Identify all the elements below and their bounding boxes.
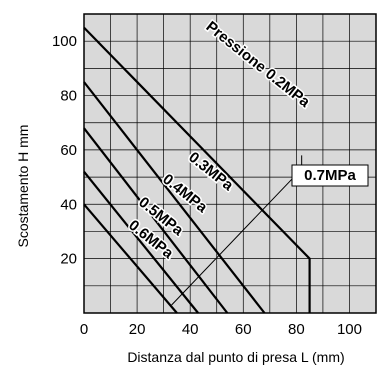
x-tick-labels: 0 20 40 60 80 100	[80, 321, 362, 338]
y-tick-labels: 20 40 60 80 100	[52, 33, 77, 267]
x-axis-title: Distanza dal punto di presa L (mm)	[127, 349, 344, 365]
y-axis-title: Scostamento H mm	[15, 125, 31, 248]
y-tick-label: 80	[60, 88, 77, 105]
curve-line	[83, 171, 199, 314]
y-tick-label: 20	[60, 251, 77, 268]
curve-line	[83, 127, 229, 314]
x-tick-label: 60	[235, 321, 252, 338]
curve-line	[83, 26, 311, 313]
plot-area	[83, 13, 377, 314]
curve-line	[83, 81, 266, 314]
x-tick-label: 80	[288, 321, 305, 338]
label-box	[291, 164, 369, 187]
curve-line	[83, 203, 178, 314]
x-tick-label: 0	[80, 321, 88, 338]
grid	[84, 14, 376, 313]
curve-label: 0.7MPa	[304, 167, 356, 184]
y-tick-label: 60	[60, 142, 77, 159]
x-tick-label: 20	[129, 321, 146, 338]
x-tick-label: 100	[337, 321, 362, 338]
curves	[83, 26, 311, 314]
y-tick-label: 40	[60, 196, 77, 213]
x-tick-label: 40	[182, 321, 199, 338]
y-tick-label: 100	[52, 33, 77, 50]
